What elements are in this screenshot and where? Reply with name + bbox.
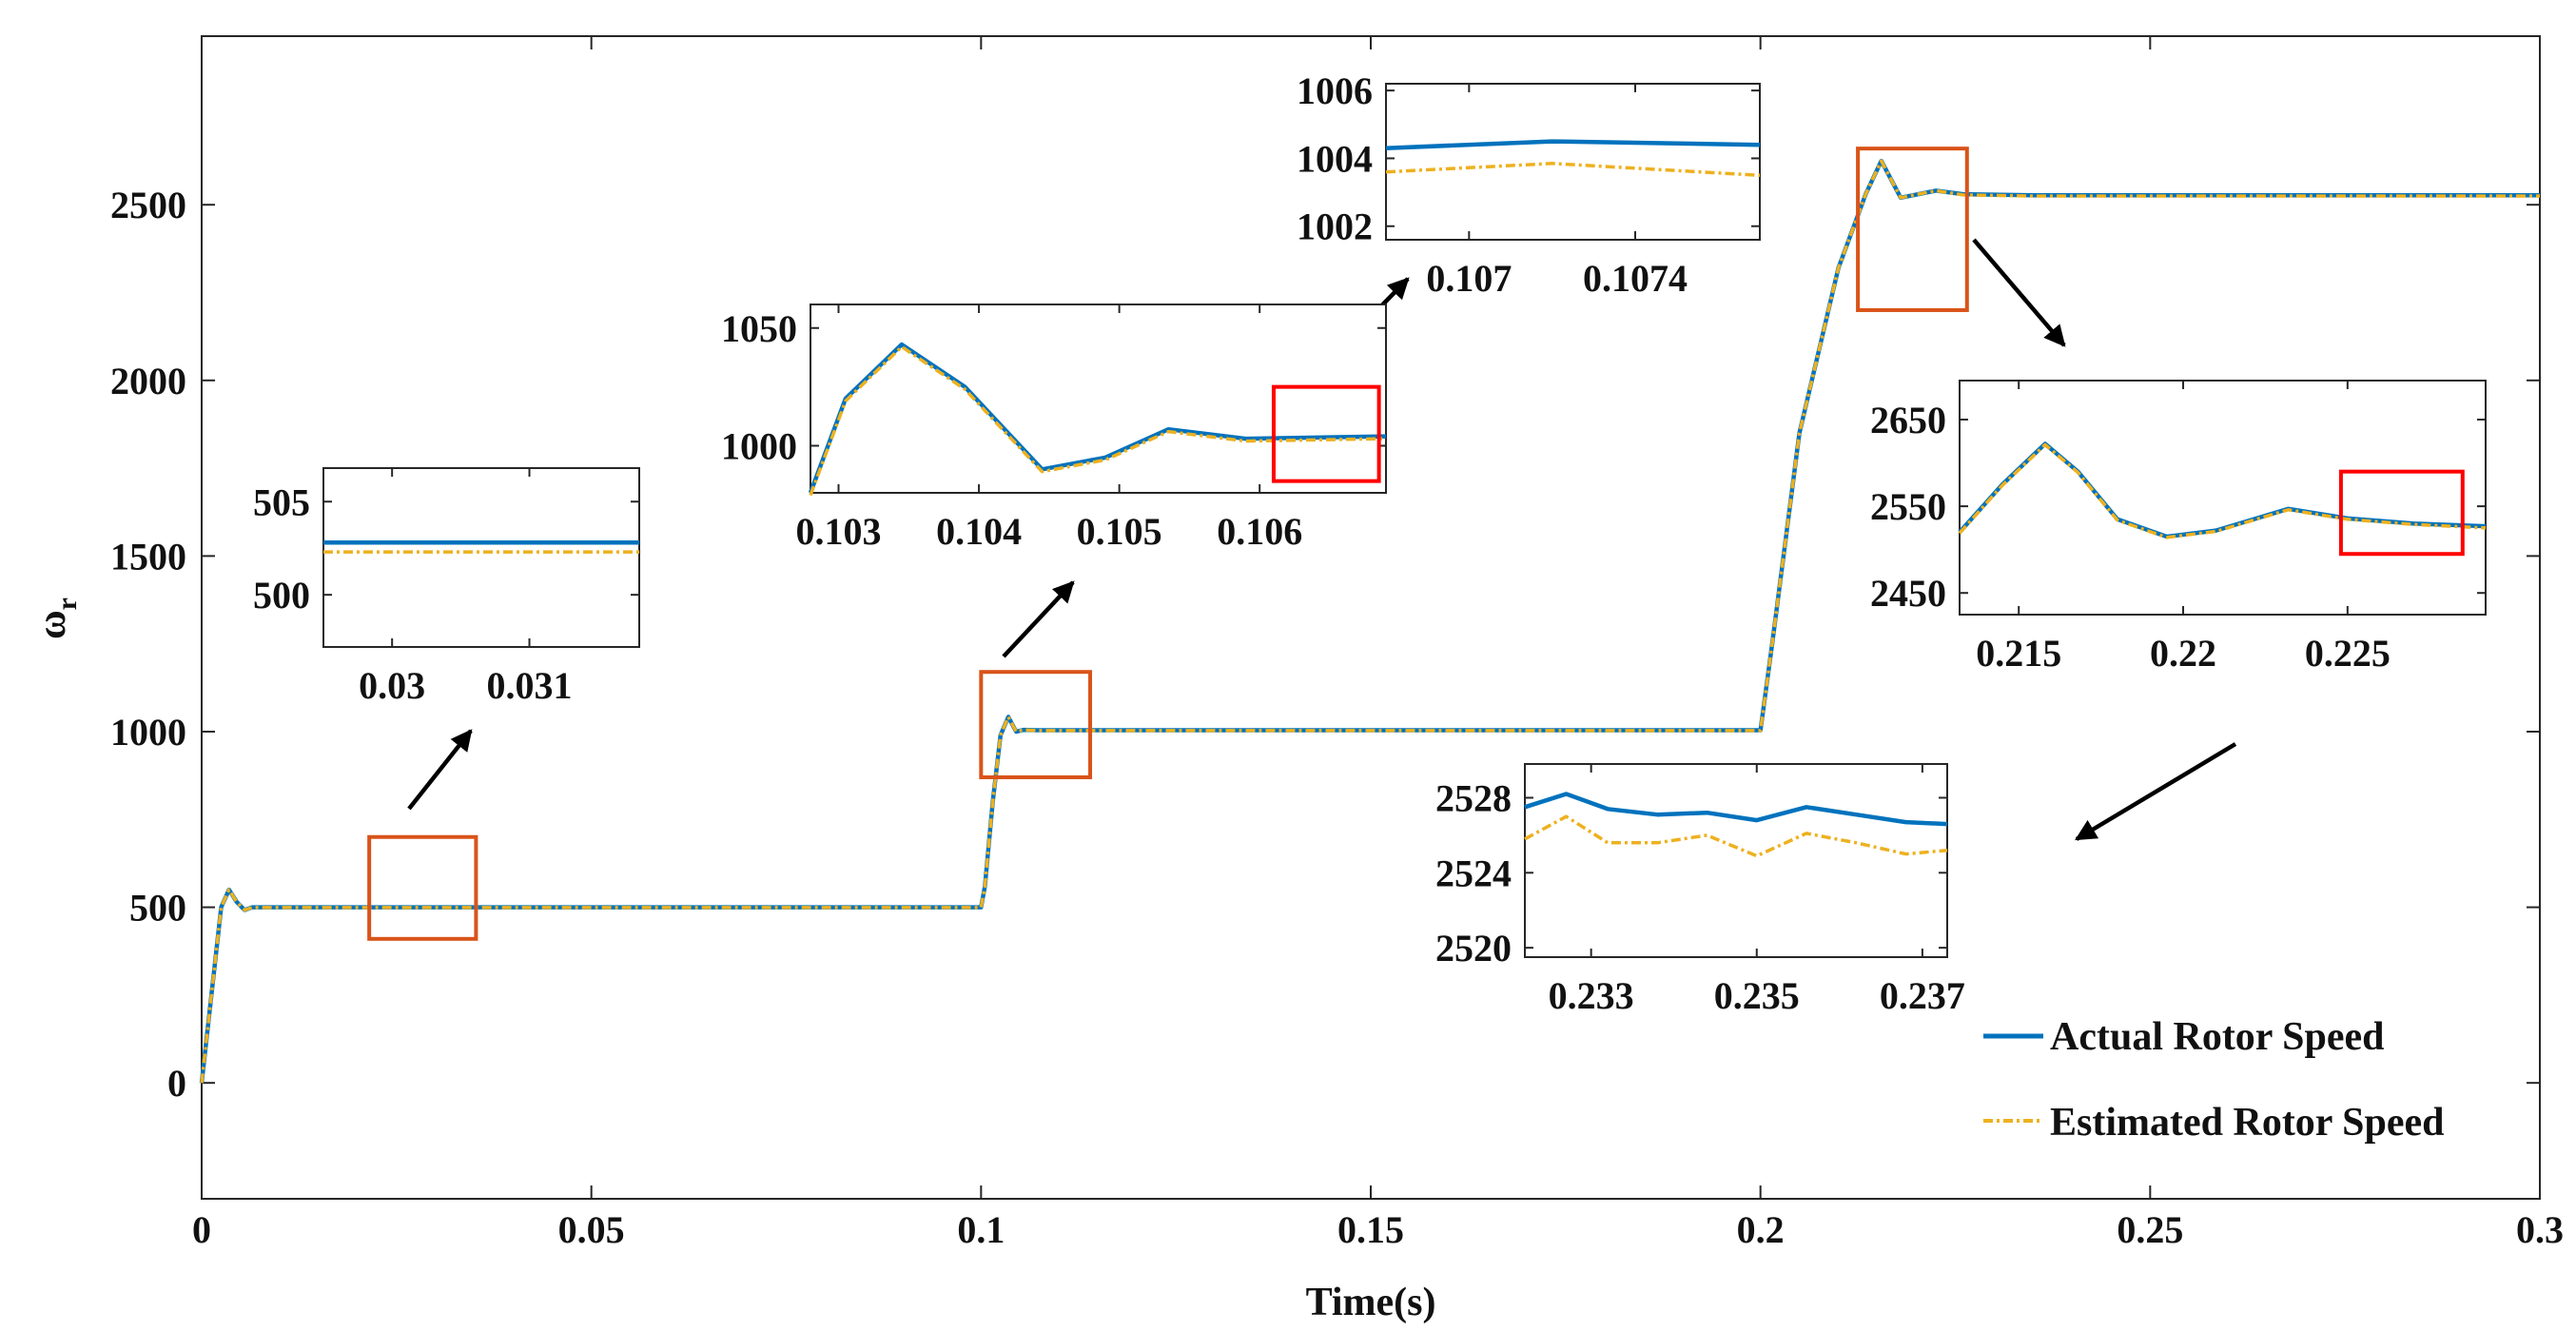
inset-line-actual <box>1524 792 1948 827</box>
inset-y-tick-label: 1050 <box>721 307 797 350</box>
inset-x-tick-label: 0.106 <box>1217 510 1302 553</box>
callout-arrow <box>407 729 473 811</box>
inset-line-estimated <box>809 344 1387 497</box>
inset-frame <box>1959 380 2487 616</box>
legend: Actual Rotor Speed Estimated Rotor Speed <box>1983 1015 2445 1145</box>
inset-line-estimated <box>1524 814 1948 858</box>
inset-x-tick-label: 0.233 <box>1549 974 1634 1017</box>
inset-y-tick-label: 1006 <box>1297 69 1373 112</box>
x-tick-label: 0.15 <box>1337 1208 1404 1251</box>
inset-y-tick-label: 1002 <box>1297 206 1373 248</box>
inset-x-tick-label: 0.107 <box>1426 257 1512 300</box>
inset-line-estimated <box>1958 442 2487 539</box>
inset-x-tick-label: 0.104 <box>936 510 1022 553</box>
inset-x-tick-label: 0.235 <box>1714 974 1800 1017</box>
y-tick-label: 500 <box>129 887 186 930</box>
inset-y-tick-label: 2520 <box>1435 927 1512 970</box>
inset-detail-box <box>1271 384 1381 483</box>
inset-y-tick-label: 505 <box>253 480 310 523</box>
zoom-region-box <box>979 670 1093 779</box>
inset-1004: 0.107 0.1074 1002 1004 1006 <box>1297 69 1761 300</box>
inset-y-tick-label: 2450 <box>1870 572 1946 615</box>
inset-x-tick-label: 0.237 <box>1880 974 1965 1017</box>
y-axis-label: ωr <box>30 597 83 639</box>
series-line-estimated <box>200 159 2540 1084</box>
inset-x-tick-label: 0.105 <box>1077 510 1162 553</box>
inset-y-tick-label: 1004 <box>1297 137 1373 180</box>
zoom-region-box <box>1856 147 1969 312</box>
inset-frame <box>810 304 1387 494</box>
y-tick-label: 1000 <box>110 711 186 754</box>
x-tick-label: 0.25 <box>2117 1208 2183 1251</box>
inset-x-tick-label: 0.22 <box>2150 632 2216 675</box>
inset-x-tick-label: 0.03 <box>359 664 425 707</box>
inset-x-tick-label: 0.031 <box>487 664 573 707</box>
inset-frame <box>1385 83 1761 241</box>
inset-y-tick-label: 2528 <box>1435 776 1512 819</box>
inset-y-tick-label: 2650 <box>1870 399 1946 441</box>
y-tick-label: 1500 <box>110 535 186 578</box>
legend-label-estimated: Estimated Rotor Speed <box>2050 1101 2445 1145</box>
x-tick-label: 0.3 <box>2516 1208 2564 1251</box>
legend-label-actual: Actual Rotor Speed <box>2050 1015 2385 1059</box>
callout-arrow <box>2075 742 2237 841</box>
y-axis-label-main: ω <box>30 610 74 639</box>
inset-frame <box>322 467 640 648</box>
inset-x-tick-label: 0.1074 <box>1583 257 1688 300</box>
inset-x-tick-label: 0.225 <box>2305 632 2391 675</box>
inset-2528: 0.233 0.235 0.237 2520 2524 2528 <box>1435 763 1965 1017</box>
inset-y-tick-label: 500 <box>253 574 310 617</box>
inset-detail-box <box>2338 469 2465 557</box>
y-tick-label: 0 <box>167 1062 186 1105</box>
inset-y-tick-label: 2550 <box>1870 485 1946 528</box>
x-tick-label: 0.2 <box>1737 1208 1785 1251</box>
inset-1000: 0.103 0.104 0.105 0.106 1000 1050 <box>721 304 1387 553</box>
x-tick-label: 0.1 <box>957 1208 1005 1251</box>
inset-frame <box>1524 763 1948 958</box>
inset-x-tick-label: 0.215 <box>1976 632 2061 675</box>
inset-y-tick-label: 1000 <box>721 425 797 468</box>
inset-line-estimated <box>1385 162 1761 178</box>
callout-arrow <box>1972 238 2066 347</box>
y-axis-label-subscript: r <box>51 597 83 610</box>
inset-x-tick-label: 0.103 <box>796 510 882 553</box>
inset-500: 0.03 0.031 500 505 <box>253 467 640 707</box>
inset-2500: 0.215 0.22 0.225 2450 2550 2650 <box>1870 380 2487 675</box>
x-tick-label: 0 <box>192 1208 211 1251</box>
zoom-region-box <box>367 834 478 941</box>
y-tick-label: 2500 <box>110 184 186 226</box>
inset-line-actual <box>1385 139 1761 150</box>
y-tick-label: 2000 <box>110 360 186 402</box>
x-tick-label: 0.05 <box>558 1208 625 1251</box>
inset-y-tick-label: 2524 <box>1435 852 1512 894</box>
inset-plots: 0.03 0.031 500 505 0.103 0.104 0.105 0.106 1000 1… <box>253 69 2487 1017</box>
callout-arrow <box>1002 580 1075 658</box>
x-axis-label: Time(s) <box>1306 1281 1436 1324</box>
